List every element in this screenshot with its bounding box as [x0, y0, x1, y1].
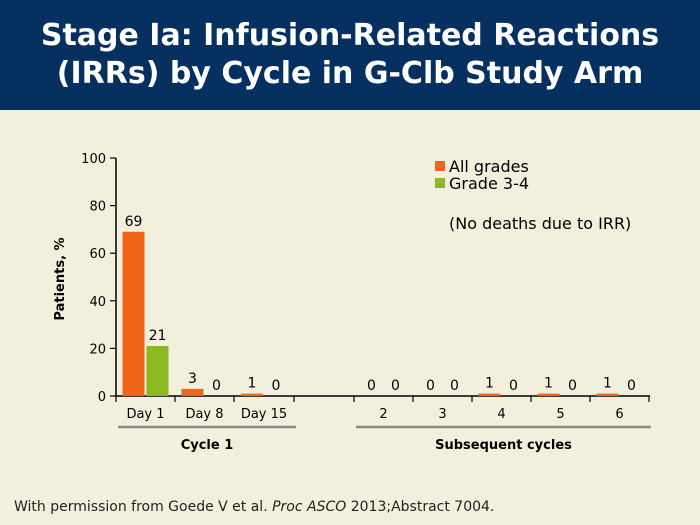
x-category-label: 4 [497, 407, 505, 422]
value-label-grade-3-4: 0 [509, 378, 518, 394]
y-tick-label: 60 [89, 247, 106, 262]
bar-all-grades [537, 393, 560, 396]
value-label-grade-3-4: 0 [391, 378, 400, 394]
legend-label-all-grades: All grades [449, 157, 529, 176]
value-label-all-grades: 0 [367, 378, 376, 394]
x-category-label: Day 1 [126, 407, 164, 422]
bar-all-grades [241, 393, 263, 396]
citation-journal: Proc ASCO [272, 499, 347, 515]
value-label-all-grades: 69 [125, 214, 143, 230]
x-category-label: 6 [615, 407, 623, 422]
bar-grade-3-4 [146, 346, 169, 396]
bar-all-grades [596, 393, 619, 396]
y-tick-label: 80 [89, 200, 106, 215]
x-category-label: 5 [556, 407, 564, 422]
x-category-label: Day 8 [185, 407, 223, 422]
title-band: Stage Ia: Infusion-Related Reactions (IR… [0, 0, 700, 110]
x-category-label: 3 [438, 407, 446, 422]
subsequent-cycles-group-label: Subsequent cycles [435, 438, 572, 453]
slide-title-line-2: (IRRs) by Cycle in G-Clb Study Arm [56, 56, 644, 91]
value-label-grade-3-4: 0 [212, 378, 221, 394]
value-label-grade-3-4: 0 [272, 378, 281, 394]
cycle1-group-label: Cycle 1 [181, 438, 234, 453]
citation-suffix: 2013;Abstract 7004. [350, 499, 495, 515]
value-label-all-grades: 1 [485, 376, 494, 392]
citation-prefix: With permission from Goede V et al. [14, 499, 268, 515]
y-tick-label: 100 [81, 152, 106, 167]
chart-annotation: (No deaths due to IRR) [449, 214, 631, 233]
value-label-grade-3-4: 21 [149, 328, 167, 344]
x-category-label: Day 15 [241, 407, 287, 422]
value-label-grade-3-4: 0 [627, 378, 636, 394]
bar-all-grades [122, 231, 145, 396]
value-label-all-grades: 3 [188, 371, 197, 387]
bar-all-grades [478, 393, 501, 396]
legend-label-grade-3-4: Grade 3-4 [449, 174, 529, 193]
y-tick-label: 20 [89, 342, 106, 357]
value-label-grade-3-4: 0 [568, 378, 577, 394]
slide-title-line-1: Stage Ia: Infusion-Related Reactions [40, 18, 660, 53]
value-label-all-grades: 1 [248, 376, 257, 392]
value-label-all-grades: 1 [544, 376, 553, 392]
y-tick-label: 40 [89, 295, 106, 310]
legend-swatch-all-grades [435, 161, 445, 171]
value-label-all-grades: 1 [603, 376, 612, 392]
bar-all-grades [181, 388, 204, 396]
value-label-grade-3-4: 0 [450, 378, 459, 394]
legend-swatch-grade-3-4 [435, 178, 445, 188]
value-label-all-grades: 0 [426, 378, 435, 394]
x-category-label: 2 [379, 407, 387, 422]
citation-footer: With permission from Goede V et al. Proc… [14, 499, 494, 515]
y-tick-label: 0 [98, 390, 106, 405]
y-axis-label: Patients, % [53, 237, 68, 320]
